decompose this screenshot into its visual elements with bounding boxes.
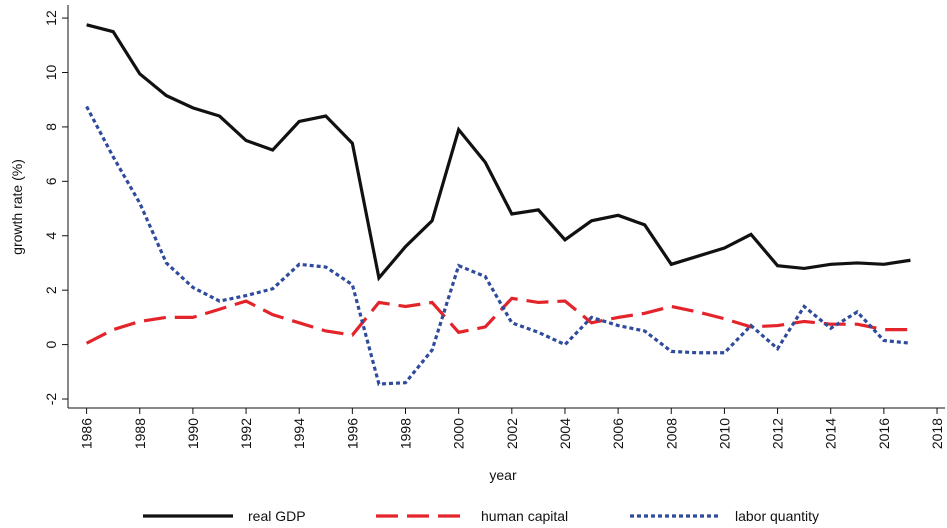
y-tick-label: 4 (43, 232, 59, 240)
y-tick-label: 2 (43, 286, 59, 294)
y-tick-label: 8 (43, 123, 59, 131)
x-tick-label: 1998 (398, 418, 414, 449)
y-axis-label: growth rate (%) (9, 159, 25, 255)
x-tick-label: 2016 (876, 418, 892, 449)
x-tick-label: 2002 (504, 418, 520, 449)
x-tick-label: 1988 (132, 418, 148, 449)
legend-label: real GDP (248, 508, 306, 524)
legend-label: labor quantity (735, 508, 819, 524)
x-tick-label: 2006 (610, 418, 626, 449)
y-tick-label: 10 (43, 64, 59, 80)
x-tick-label: 1996 (344, 418, 360, 449)
legend-label: human capital (481, 508, 568, 524)
x-tick-label: 2012 (770, 418, 786, 449)
x-tick-label: 2000 (451, 418, 467, 449)
series-line (85, 296, 911, 345)
y-tick-label: 6 (43, 177, 59, 185)
y-tick-label: 12 (43, 10, 59, 26)
x-tick-label: 1992 (238, 418, 254, 449)
x-tick-label: 2008 (663, 418, 679, 449)
x-tick-label: 2004 (557, 418, 573, 449)
y-tick-label: -2 (43, 393, 59, 406)
x-tick-label: 1994 (291, 418, 307, 449)
x-axis-label: year (489, 467, 517, 483)
x-tick-label: 1990 (185, 418, 201, 449)
x-tick-label: 2014 (823, 418, 839, 449)
series-line (86, 23, 911, 282)
y-tick-label: 0 (43, 340, 59, 348)
series-line (85, 105, 911, 386)
x-tick-label: 2010 (716, 418, 732, 449)
x-tick-label: 2018 (929, 418, 945, 449)
x-tick-label: 1986 (79, 418, 95, 449)
